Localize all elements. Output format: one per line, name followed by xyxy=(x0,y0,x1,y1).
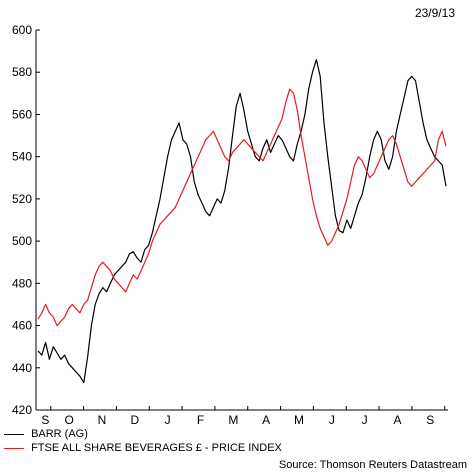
x-tick-label: D xyxy=(131,413,140,427)
y-tick-label: 520 xyxy=(12,192,32,206)
series-line-ftse xyxy=(37,88,447,327)
y-axis: 420 440 460 480 500 520 540 560 580 600 xyxy=(12,23,40,417)
y-tick-label: 540 xyxy=(12,150,32,164)
y-tick-label: 500 xyxy=(12,234,32,248)
y-tick-label: 580 xyxy=(12,65,32,79)
x-tick-label: M xyxy=(294,413,304,427)
x-tick-label: S xyxy=(41,413,49,427)
legend-swatch-ftse xyxy=(4,447,24,449)
x-tick-label: N xyxy=(98,413,107,427)
x-tick-label: M xyxy=(228,413,238,427)
y-tick-label: 460 xyxy=(12,319,32,333)
series-lines xyxy=(37,58,447,384)
source-note: Source: Thomson Reuters Datastream xyxy=(278,459,467,471)
legend-item-ftse: FTSE ALL SHARE BEVERAGES £ - PRICE INDEX xyxy=(4,442,282,456)
x-tick-label: J xyxy=(165,413,171,427)
legend-item-barr: BARR (AG) xyxy=(4,428,88,442)
x-tick-label: F xyxy=(197,413,204,427)
y-tick-label: 440 xyxy=(12,361,32,375)
y-tick-label: 560 xyxy=(12,107,32,121)
x-tick-label: S xyxy=(426,413,434,427)
y-tick-label: 480 xyxy=(12,276,32,290)
x-tick-label: A xyxy=(393,413,401,427)
x-tick-label: J xyxy=(329,413,335,427)
y-tick-label: 600 xyxy=(12,23,32,37)
y-tick-label: 420 xyxy=(12,403,32,417)
x-tick-label: J xyxy=(362,413,368,427)
x-tick-label: O xyxy=(65,413,74,427)
date-label: 23/9/13 xyxy=(414,6,455,20)
legend-label-ftse: FTSE ALL SHARE BEVERAGES £ - PRICE INDEX xyxy=(31,442,282,455)
legend-label-barr: BARR (AG) xyxy=(31,428,88,441)
series-line-barr xyxy=(37,58,447,384)
x-tick-label: A xyxy=(262,413,270,427)
legend-swatch-barr xyxy=(4,433,24,435)
